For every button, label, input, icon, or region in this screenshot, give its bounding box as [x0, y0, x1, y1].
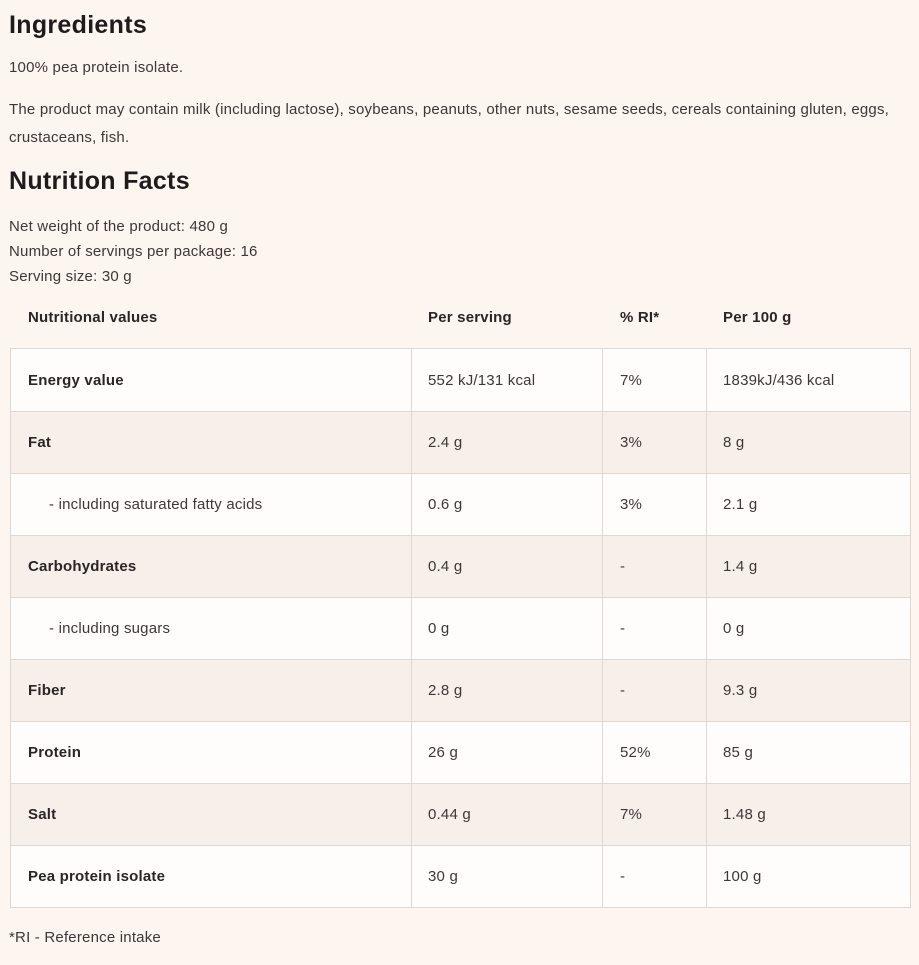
nutrient-label-cell: Energy value — [11, 349, 412, 411]
servings-per-package-text: Number of servings per package: 16 — [9, 243, 258, 260]
ri-cell: - — [603, 660, 707, 721]
per-serving-cell: 0.6 g — [412, 474, 603, 535]
per-100g-cell: 0 g — [723, 620, 745, 637]
table-row-saturated-fat: - including saturated fatty acids 0.6 g … — [11, 473, 910, 535]
nutrient-label-cell: Fiber — [11, 660, 412, 721]
nutrition-meta: Net weight of the product: 480 g Number … — [9, 214, 911, 289]
table-row-energy: Energy value 552 kJ/131 kcal 7% 1839kJ/4… — [11, 349, 910, 411]
per-serving-cell: 2.8 g — [412, 660, 603, 721]
per-serving-cell: 30 g — [412, 846, 603, 907]
per-100g-cell: 85 g — [723, 744, 753, 761]
reference-intake-footnote: *RI - Reference intake — [9, 929, 161, 946]
per-100g-cell: 2.1 g — [723, 496, 758, 513]
ri-cell: - — [603, 598, 707, 659]
per-100g-cell: 1.48 g — [723, 806, 766, 823]
nutrient-label-cell: Fat — [11, 412, 412, 473]
ri-cell: 3% — [603, 474, 707, 535]
ri-cell: - — [603, 846, 707, 907]
ri-cell: 52% — [603, 722, 707, 783]
table-row-fiber: Fiber 2.8 g - 9.3 g — [11, 659, 910, 721]
table-row-pea-protein-isolate: Pea protein isolate 30 g - 100 g — [11, 845, 910, 907]
per-serving-cell: 0.44 g — [412, 784, 603, 845]
nutrient-label-cell: - including sugars — [11, 598, 412, 659]
table-row-carbohydrates: Carbohydrates 0.4 g - 1.4 g — [11, 535, 910, 597]
allergen-note-text: The product may contain milk (including … — [9, 101, 890, 146]
nutrient-label-cell: Pea protein isolate — [11, 846, 412, 907]
table-row-sugars: - including sugars 0 g - 0 g — [11, 597, 910, 659]
nutrient-label-cell: Salt — [11, 784, 412, 845]
per-100g-cell: 9.3 g — [723, 682, 758, 699]
per-serving-cell: 2.4 g — [412, 412, 603, 473]
ingredients-heading: Ingredients — [9, 11, 148, 39]
ingredients-composition-text: 100% pea protein isolate. — [9, 59, 184, 76]
ri-cell: 3% — [603, 412, 707, 473]
per-100g-cell: 1.4 g — [723, 558, 758, 575]
nutrition-table-header: Nutritional values Per serving % RI* Per… — [11, 305, 911, 329]
ri-cell: 7% — [603, 349, 707, 411]
per-serving-cell: 552 kJ/131 kcal — [412, 349, 603, 411]
nutrient-label-cell: - including saturated fatty acids — [11, 474, 412, 535]
table-row-salt: Salt 0.44 g 7% 1.48 g — [11, 783, 910, 845]
table-row-protein: Protein 26 g 52% 85 g — [11, 721, 910, 783]
nutrient-label-cell: Protein — [11, 722, 412, 783]
per-100g-cell: 8 g — [723, 434, 745, 451]
per-100g-cell: 100 g — [723, 868, 762, 885]
header-ri: % RI* — [620, 308, 660, 326]
per-serving-cell: 0 g — [412, 598, 603, 659]
nutrition-table: Energy value 552 kJ/131 kcal 7% 1839kJ/4… — [10, 348, 911, 908]
per-serving-cell: 0.4 g — [412, 536, 603, 597]
header-per-serving: Per serving — [428, 308, 512, 326]
per-serving-cell: 26 g — [412, 722, 603, 783]
nutrient-label-cell: Carbohydrates — [11, 536, 412, 597]
header-per-100g: Per 100 g — [723, 308, 792, 326]
header-nutritional-values: Nutritional values — [28, 308, 158, 326]
table-row-fat: Fat 2.4 g 3% 8 g — [11, 411, 910, 473]
per-100g-cell: 1839kJ/436 kcal — [723, 371, 835, 389]
serving-size-text: Serving size: 30 g — [9, 268, 132, 285]
nutrition-facts-heading: Nutrition Facts — [9, 167, 190, 195]
ri-cell: - — [603, 536, 707, 597]
net-weight-text: Net weight of the product: 480 g — [9, 218, 229, 235]
ri-cell: 7% — [603, 784, 707, 845]
